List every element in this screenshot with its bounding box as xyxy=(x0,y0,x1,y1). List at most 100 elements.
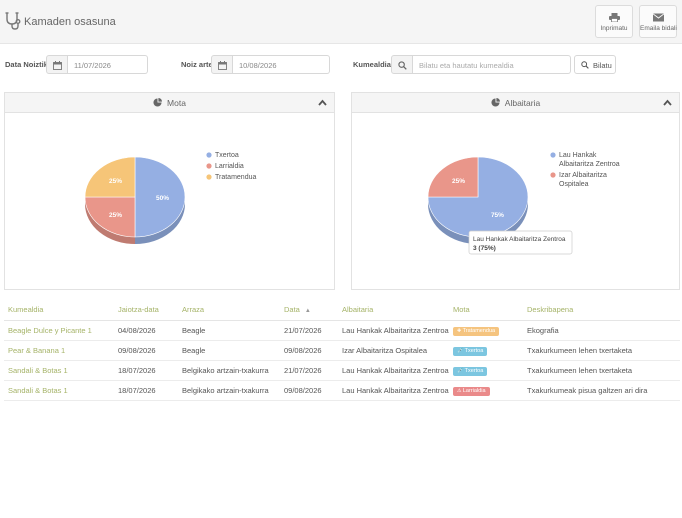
herd-search-addon xyxy=(391,55,413,74)
table-row[interactable]: Beagle Dulce y Picante 1 04/08/2026 Beagle… xyxy=(4,320,680,341)
column-header-birth-date[interactable]: Jaiotza-data xyxy=(114,300,178,321)
stethoscope-icon xyxy=(5,12,21,30)
type-cell: ✚ Tratamendua xyxy=(449,320,523,341)
date-cell: 21/07/2026 xyxy=(280,360,338,381)
date-from-label: Data Noiztik xyxy=(5,60,48,69)
type-cell: 💉 Txertoa xyxy=(449,360,523,381)
legend-marker xyxy=(206,152,212,158)
pie-slice-2[interactable] xyxy=(84,196,136,238)
breed-cell: Beagle xyxy=(178,320,280,341)
pie-slice-2[interactable] xyxy=(427,156,479,198)
description-cell: Txakurkumeak pisua galtzen ari dira xyxy=(523,380,680,401)
calendar-icon xyxy=(53,61,62,70)
column-header-herd[interactable]: Kumealdia xyxy=(4,300,114,321)
legend-label[interactable]: Albaitaritza Zentroa xyxy=(559,161,620,168)
calendar-icon xyxy=(218,61,227,70)
type-chart-panel: Mota 50% 25% 25% Txertoa Larrialdia Tratamend… xyxy=(4,92,335,290)
pie-slice-side xyxy=(85,197,135,244)
medkit-icon: ✚ xyxy=(457,327,463,334)
search-icon xyxy=(398,61,407,70)
print-label: Inprimatu xyxy=(600,25,628,32)
slice-data-label: 50% xyxy=(156,195,169,202)
table-row[interactable]: Sandali & Botas 1 18/07/2026 Belgikako art… xyxy=(4,360,680,381)
date-to-calendar-button[interactable] xyxy=(211,55,233,74)
send-email-label: Emaila bidali xyxy=(640,25,677,32)
column-header-date[interactable]: Data ▲ xyxy=(280,300,338,321)
table-row[interactable]: Pear & Banana 1 09/08/2026 Beagle 09/08/202… xyxy=(4,340,680,361)
page-title: Kamaden osasuna xyxy=(24,16,116,28)
printer-icon xyxy=(608,13,620,22)
collapse-chevron-icon[interactable] xyxy=(663,99,672,106)
slice-data-label: 25% xyxy=(452,178,465,185)
type-badge-label: Txertoa xyxy=(464,347,484,354)
type-pie-chart: 50% 25% 25% Txertoa Larrialdia Tratamendua xyxy=(84,152,256,244)
legend-label[interactable]: Lau Hankak xyxy=(559,152,597,159)
type-cell: 💉 Txertoa xyxy=(449,340,523,361)
breed-cell: Belgikako artzain-txakurra xyxy=(178,360,280,381)
tooltip-title: Lau Hankak Albaitaritza Zentroa xyxy=(473,236,566,243)
column-header-type[interactable]: Mota xyxy=(449,300,523,321)
print-button[interactable]: Inprimatu xyxy=(595,5,633,38)
date-cell: 09/08/2026 xyxy=(280,340,338,361)
date-from-calendar-button[interactable] xyxy=(46,55,68,74)
search-button-label: Bilatu xyxy=(593,61,612,70)
table-row[interactable]: Sandali & Botas 1 18/07/2026 Belgikako art… xyxy=(4,380,680,401)
date-to-input[interactable]: 10/08/2026 xyxy=(233,55,330,74)
description-cell: Ekografia xyxy=(523,320,680,341)
pie-slice-1[interactable] xyxy=(134,156,186,238)
type-badge: 💉 Txertoa xyxy=(453,366,488,376)
legend-label[interactable]: Ospitalea xyxy=(559,181,589,188)
column-header-description[interactable]: Deskribapena xyxy=(523,300,680,321)
herd-label: Kumealdia: xyxy=(353,60,394,69)
legend-label[interactable]: Izar Albaitaritza xyxy=(559,172,607,179)
description-cell: Txakurkumeen lehen txertaketa xyxy=(523,360,680,381)
type-badge: ✚ Tratamendua xyxy=(453,326,500,336)
pie-slice-1[interactable] xyxy=(427,156,529,238)
vet-cell: Lau Hankak Albaitaritza Zentroa xyxy=(338,320,449,341)
birth-date-cell: 18/07/2026 xyxy=(114,380,178,401)
envelope-icon xyxy=(652,13,664,22)
vet-panel-title: Albaitaria xyxy=(504,98,541,108)
herd-link[interactable]: Beagle Dulce y Picante 1 xyxy=(4,320,114,341)
birth-date-cell: 09/08/2026 xyxy=(114,340,178,361)
send-email-button[interactable]: Emaila bidali xyxy=(639,5,677,38)
chart-tooltip: Lau Hankak Albaitaritza Zentroa 3 (75%) xyxy=(468,230,573,255)
legend-marker xyxy=(206,174,212,180)
type-badge-label: Txertoa xyxy=(464,367,484,374)
herd-link[interactable]: Sandali & Botas 1 xyxy=(4,380,114,401)
column-header-breed[interactable]: Arraza xyxy=(178,300,280,321)
slice-data-label: 25% xyxy=(109,212,122,219)
birth-date-cell: 18/07/2026 xyxy=(114,360,178,381)
type-cell: ⚠ Larrialdia xyxy=(449,380,523,401)
slice-data-label: 75% xyxy=(491,212,504,219)
column-header-vet[interactable]: Albaitaria xyxy=(338,300,449,321)
vet-cell: Lau Hankak Albaitaritza Zentroa xyxy=(338,360,449,381)
pie-chart-icon xyxy=(491,98,500,107)
birth-date-cell: 04/08/2026 xyxy=(114,320,178,341)
vet-panel-header: Albaitaria xyxy=(352,93,679,113)
syringe-icon: 💉 xyxy=(457,347,465,354)
vet-chart-panel: Albaitaria 75% 25% Lau Hankak Albaitaritza … xyxy=(351,92,680,290)
warning-icon: ⚠ xyxy=(457,387,463,394)
date-cell: 21/07/2026 xyxy=(280,320,338,341)
legend-label[interactable]: Tratamendua xyxy=(215,174,256,181)
page-header: Kamaden osasuna Inprimatu Emaila bidali xyxy=(0,0,682,44)
search-button[interactable]: Bilatu xyxy=(574,55,616,74)
sort-ascending-icon: ▲ xyxy=(304,308,311,315)
legend-label[interactable]: Larrialdia xyxy=(215,163,244,170)
date-to-label: Noiz arte xyxy=(181,60,213,69)
date-from-input[interactable]: 11/07/2026 xyxy=(68,55,148,74)
breed-cell: Belgikako artzain-txakurra xyxy=(178,380,280,401)
herd-link[interactable]: Sandali & Botas 1 xyxy=(4,360,114,381)
collapse-chevron-icon[interactable] xyxy=(318,99,327,106)
legend-marker xyxy=(550,172,556,178)
herd-link[interactable]: Pear & Banana 1 xyxy=(4,340,114,361)
herd-search-input[interactable]: Bilatu eta hautatu kumealdia xyxy=(413,55,571,74)
type-badge: 💉 Txertoa xyxy=(453,346,488,356)
date-cell: 09/08/2026 xyxy=(280,380,338,401)
vet-cell: Izar Albaitaritza Ospitalea xyxy=(338,340,449,361)
search-icon xyxy=(581,61,589,69)
type-panel-title: Mota xyxy=(167,98,186,108)
legend-label[interactable]: Txertoa xyxy=(215,152,239,159)
pie-slice-3[interactable] xyxy=(84,156,136,198)
